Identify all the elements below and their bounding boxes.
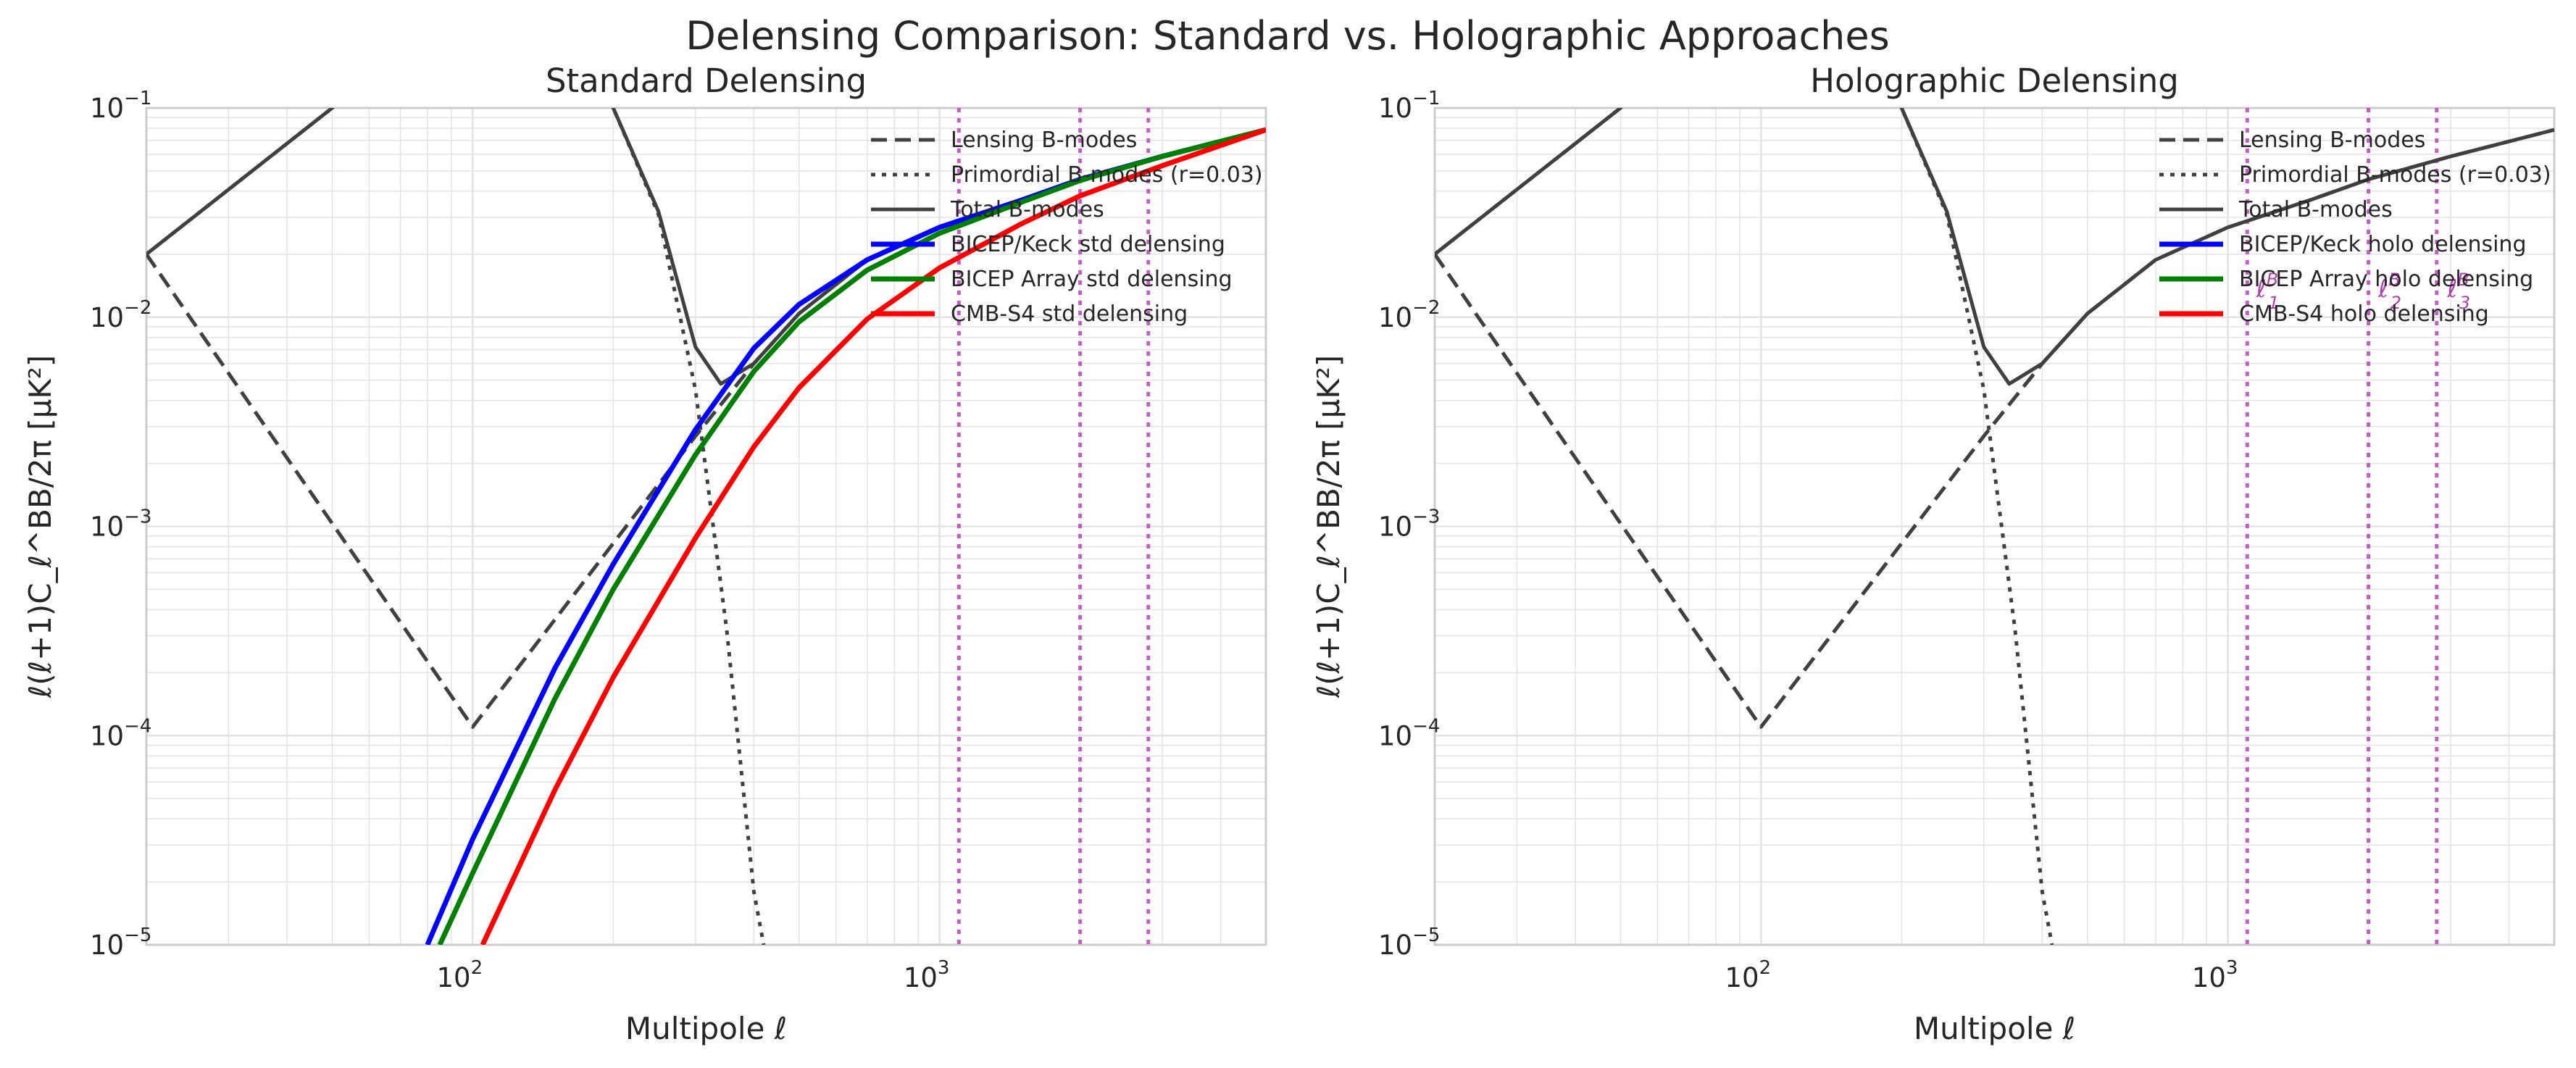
series-line-0 [1435,128,2554,729]
y-tick-label: 10−2 [90,297,151,333]
series-line-1 [146,108,766,945]
figure-suptitle: Delensing Comparison: Standard vs. Holog… [685,13,1890,59]
panel-1: 102 103 10−5 10−4 10−3 10−2 10−1 Standard Delen… [22,62,1267,1046]
series-line-0 [146,128,1266,729]
legend-label: BICEP Array std delensing [951,267,1233,292]
scale-markers [2245,108,2439,945]
y-tick-label: 10−1 [1378,88,1440,124]
legend-label: Total B-modes [2238,197,2393,222]
scale-annotation: ℓB 3 [2446,270,2470,313]
panel-title: Standard Delensing [546,62,867,100]
series-group [1435,108,2554,945]
legend-label: Total B-modes [950,197,1104,222]
series-line-1 [1435,108,2054,945]
y-axis-label: ℓ(ℓ+1)C_ℓ^BB/2π [μK²] [1311,355,1346,698]
legend-label: Lensing B-modes [2239,128,2425,153]
y-tick-label: 10−4 [90,715,151,751]
legend: Lensing B-modes Primordial B-modes (r=0.0… [2159,128,2551,327]
legend-label: CMB-S4 holo delensing [2239,301,2489,327]
scale-markers [956,108,1151,945]
y-tick-label: 10−3 [1378,506,1440,543]
x-axis-label: Multipole ℓ [1914,1011,2075,1046]
y-axis-label: ℓ(ℓ+1)C_ℓ^BB/2π [μK²] [22,355,58,698]
y-tick-label: 10−4 [1378,715,1440,751]
legend-label: Lensing B-modes [951,128,1137,153]
y-tick-label: 10−1 [90,88,151,124]
legend: Lensing B-modes Primordial B-modes (r=0.0… [871,128,1263,327]
series-line-4 [437,127,1266,945]
panel-2: ℓB 1 ℓB 2 ℓB 3 102 103 10−5 10−4 10−3 10−2 10−1 Holog… [1311,62,2556,1046]
x-tick-label: 102 [437,957,483,993]
x-axis-label: Multipole ℓ [625,1011,787,1046]
series-line-2 [1435,108,2554,386]
series-line-5 [480,127,1266,945]
scale-annotation: ℓB 1 [2256,270,2280,313]
panel-title: Holographic Delensing [1810,62,2179,100]
scale-annotation: ℓB 2 [2377,270,2401,313]
legend-label: BICEP/Keck holo delensing [2239,232,2527,257]
x-tick-label: 103 [904,957,950,993]
legend-label: CMB-S4 std delensing [951,301,1188,327]
x-tick-label: 102 [1725,957,1772,993]
legend-label: BICEP Array holo delensing [2239,267,2533,292]
legend-label: BICEP/Keck std delensing [951,232,1225,257]
y-tick-label: 10−2 [1378,297,1440,333]
y-tick-label: 10−5 [90,925,151,961]
y-tick-label: 10−5 [1378,925,1440,961]
legend-label: Primordial B-modes (r=0.03) [951,162,1263,188]
plot-frame [1433,107,2556,946]
series-group [146,108,1266,945]
plot-frame [145,107,1267,946]
x-tick-label: 103 [2192,957,2238,993]
y-tick-label: 10−3 [90,506,151,543]
legend-label: Primordial B-modes (r=0.03) [2239,162,2551,188]
